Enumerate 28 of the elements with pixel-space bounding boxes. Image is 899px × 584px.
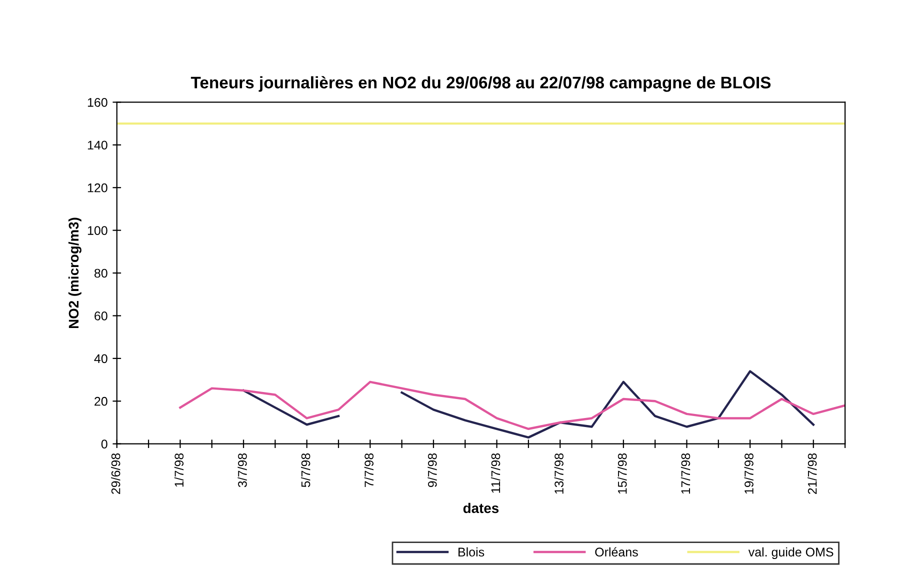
y-tick-label: 120 xyxy=(88,183,108,192)
x-tick-label: 19/7/98 xyxy=(744,453,754,494)
x-tick-label: 5/7/98 xyxy=(301,453,310,488)
legend-label: Blois xyxy=(458,547,484,557)
legend-label: val. guide OMS xyxy=(748,547,834,559)
y-tick-label: 40 xyxy=(94,354,108,364)
y-axis-title: NO2 (microg/m3) xyxy=(68,218,82,328)
x-tick-label: 29/6/98 xyxy=(111,453,120,494)
line-series xyxy=(179,380,846,430)
y-tick-label: 80 xyxy=(94,268,108,278)
x-tick-label: 9/7/98 xyxy=(428,453,437,488)
x-tick-label: 21/7/98 xyxy=(808,453,817,494)
y-tick-label: 0 xyxy=(101,440,108,448)
x-tick-label: 17/7/98 xyxy=(680,453,690,494)
x-tick-label: 13/7/98 xyxy=(554,453,564,494)
y-tick-label: 140 xyxy=(88,140,108,150)
chart-title: Teneurs journalières en NO2 du 29/06/98 au 22/07/98 campagne de BLOIS xyxy=(190,76,771,92)
y-tick-label: 20 xyxy=(94,396,108,406)
x-axis-title: dates xyxy=(463,502,499,514)
x-tick-label: 1/7/98 xyxy=(174,453,184,487)
y-tick-label: 60 xyxy=(94,312,108,320)
x-tick-label: 15/7/98 xyxy=(618,453,627,494)
x-tick-label: 3/7/98 xyxy=(238,453,247,488)
x-tick-label: 7/7/98 xyxy=(364,453,374,487)
y-tick-label: 160 xyxy=(88,98,108,107)
x-tick-label: 11/7/98 xyxy=(490,453,500,493)
y-tick-label: 100 xyxy=(88,226,108,235)
legend-label: Orléans xyxy=(595,547,638,557)
